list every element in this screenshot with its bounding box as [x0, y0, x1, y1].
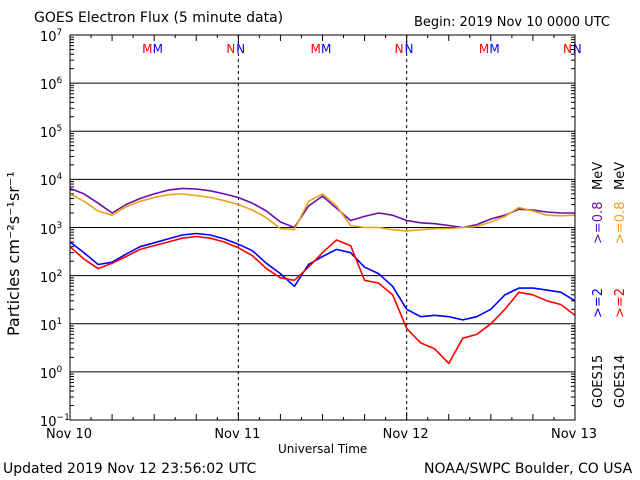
noon-midnight-marker: N	[226, 42, 235, 56]
noon-midnight-marker: M	[479, 42, 489, 56]
legend-entry: >=0.8	[613, 201, 628, 244]
chart-title: GOES Electron Flux (5 minute data)	[34, 10, 284, 26]
y-tick-label: 106	[40, 76, 63, 94]
y-tick-label: 103	[40, 220, 63, 238]
noon-midnight-marker: M	[489, 42, 499, 56]
grid-layer	[69, 35, 576, 420]
noon-midnight-marker: N	[395, 42, 404, 56]
x-tick-label: Nov 13	[551, 427, 598, 442]
y-axis-label: Particles cm⁻²s⁻¹sr⁻¹	[4, 171, 23, 336]
x-axis-label: Universal Time	[278, 442, 368, 456]
plot-frame	[69, 34, 576, 421]
y-tick-label: 10−1	[40, 413, 70, 430]
legend-satellite: GOES15	[591, 354, 606, 408]
credit-text: NOAA/SWPC Boulder, CO USA	[424, 461, 633, 477]
y-tick-label: 100	[40, 364, 63, 382]
noon-midnight-marker: N	[573, 42, 582, 56]
series-line-2	[69, 232, 576, 321]
noon-midnight-marker: M	[310, 42, 320, 56]
legend-entry: >=2	[613, 287, 628, 318]
updated-timestamp: Updated 2019 Nov 12 23:56:02 UTC	[3, 461, 257, 477]
noon-midnight-marker: M	[153, 42, 163, 56]
noon-midnight-marker: M	[142, 42, 152, 56]
noon-midnight-marker: N	[563, 42, 572, 56]
series-layer	[69, 187, 576, 365]
x-tick-label: Nov 12	[382, 427, 429, 442]
legend-unit: MeV	[591, 161, 606, 190]
y-tick-label: 101	[40, 316, 63, 334]
y-tick-label: 104	[40, 172, 63, 190]
series-line-0	[69, 187, 575, 229]
noon-midnight-marker: M	[321, 42, 331, 56]
series-line-1	[69, 193, 576, 232]
noon-midnight-marker: N	[236, 42, 245, 56]
legend-unit: MeV	[613, 161, 628, 190]
x-tick-label: Nov 10	[46, 427, 93, 442]
noon-midnight-marker: N	[404, 42, 413, 56]
x-tick-label: Nov 11	[214, 427, 261, 442]
legend-entry: >=2	[591, 287, 606, 318]
begin-time: Begin: 2019 Nov 10 0000 UTC	[414, 15, 610, 30]
series-line-3	[69, 235, 576, 365]
legend-entry: >=0.8	[591, 201, 606, 244]
y-tick-label: 105	[40, 124, 63, 142]
y-tick-label: 107	[40, 28, 63, 45]
y-tick-label: 102	[40, 268, 63, 286]
legend-satellite: GOES14	[613, 354, 628, 408]
